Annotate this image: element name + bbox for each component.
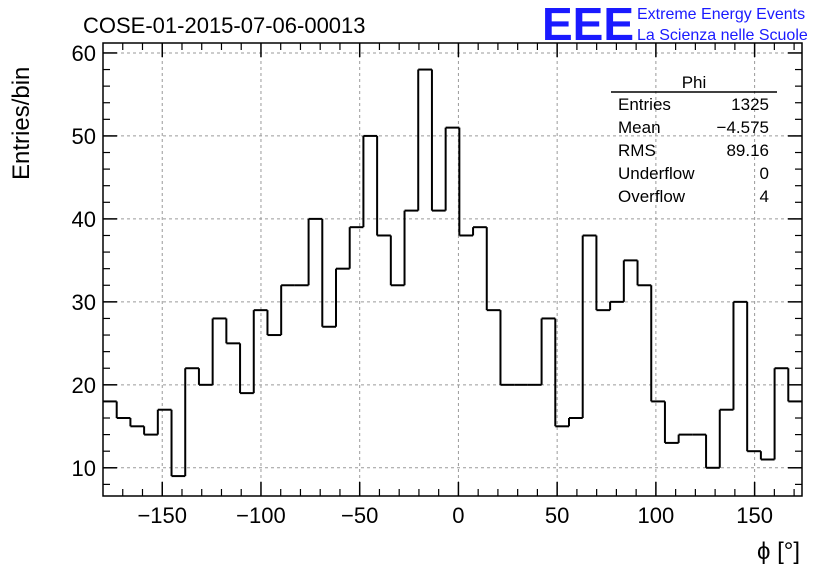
logo-line2: La Scienza nelle Scuole bbox=[637, 27, 808, 44]
stats-name: Phi bbox=[682, 73, 707, 92]
x-tick-label-3: 0 bbox=[452, 503, 464, 528]
grid-layer bbox=[103, 43, 802, 496]
x-axis-label: ϕ [°] bbox=[757, 538, 800, 565]
y-tick-label-1: 20 bbox=[72, 373, 96, 398]
y-tick-label-0: 10 bbox=[72, 456, 96, 481]
stats-value-mean: −4.575 bbox=[717, 118, 769, 137]
x-tick-label-6: 150 bbox=[736, 503, 773, 528]
x-tick-label-0: −150 bbox=[137, 503, 187, 528]
histogram-layer bbox=[103, 68, 802, 478]
y-axis-label: Entries/bin bbox=[8, 67, 35, 180]
stats-box: Phi Entries 1325 Mean −4.575 RMS 89.16 U… bbox=[611, 73, 777, 206]
x-tick-label-1: −100 bbox=[236, 503, 286, 528]
logo-mark: EEE bbox=[542, 0, 634, 50]
stats-value-underflow: 0 bbox=[760, 164, 769, 183]
y-tick-label-2: 30 bbox=[72, 290, 96, 315]
y-tick-label-3: 40 bbox=[72, 207, 96, 232]
x-tick-label-4: 50 bbox=[545, 503, 569, 528]
y-tick-label-4: 50 bbox=[72, 124, 96, 149]
plot-frame bbox=[102, 42, 803, 497]
x-tick-label-2: −50 bbox=[341, 503, 378, 528]
chart-title: COSE-01-2015-07-06-00013 bbox=[83, 13, 366, 38]
logo: EEE Extreme Energy Events La Scienza nel… bbox=[542, 0, 808, 50]
stats-value-entries: 1325 bbox=[731, 95, 769, 114]
stats-label-underflow: Underflow bbox=[618, 164, 695, 183]
stats-value-overflow: 4 bbox=[760, 187, 769, 206]
y-tick-label-5: 60 bbox=[72, 41, 96, 66]
stats-label-entries: Entries bbox=[618, 95, 671, 114]
logo-line1: Extreme Energy Events bbox=[637, 6, 805, 23]
stats-label-mean: Mean bbox=[618, 118, 661, 137]
stats-label-overflow: Overflow bbox=[618, 187, 686, 206]
stats-label-rms: RMS bbox=[618, 141, 656, 160]
x-tick-label-5: 100 bbox=[638, 503, 675, 528]
stats-value-rms: 89.16 bbox=[726, 141, 769, 160]
